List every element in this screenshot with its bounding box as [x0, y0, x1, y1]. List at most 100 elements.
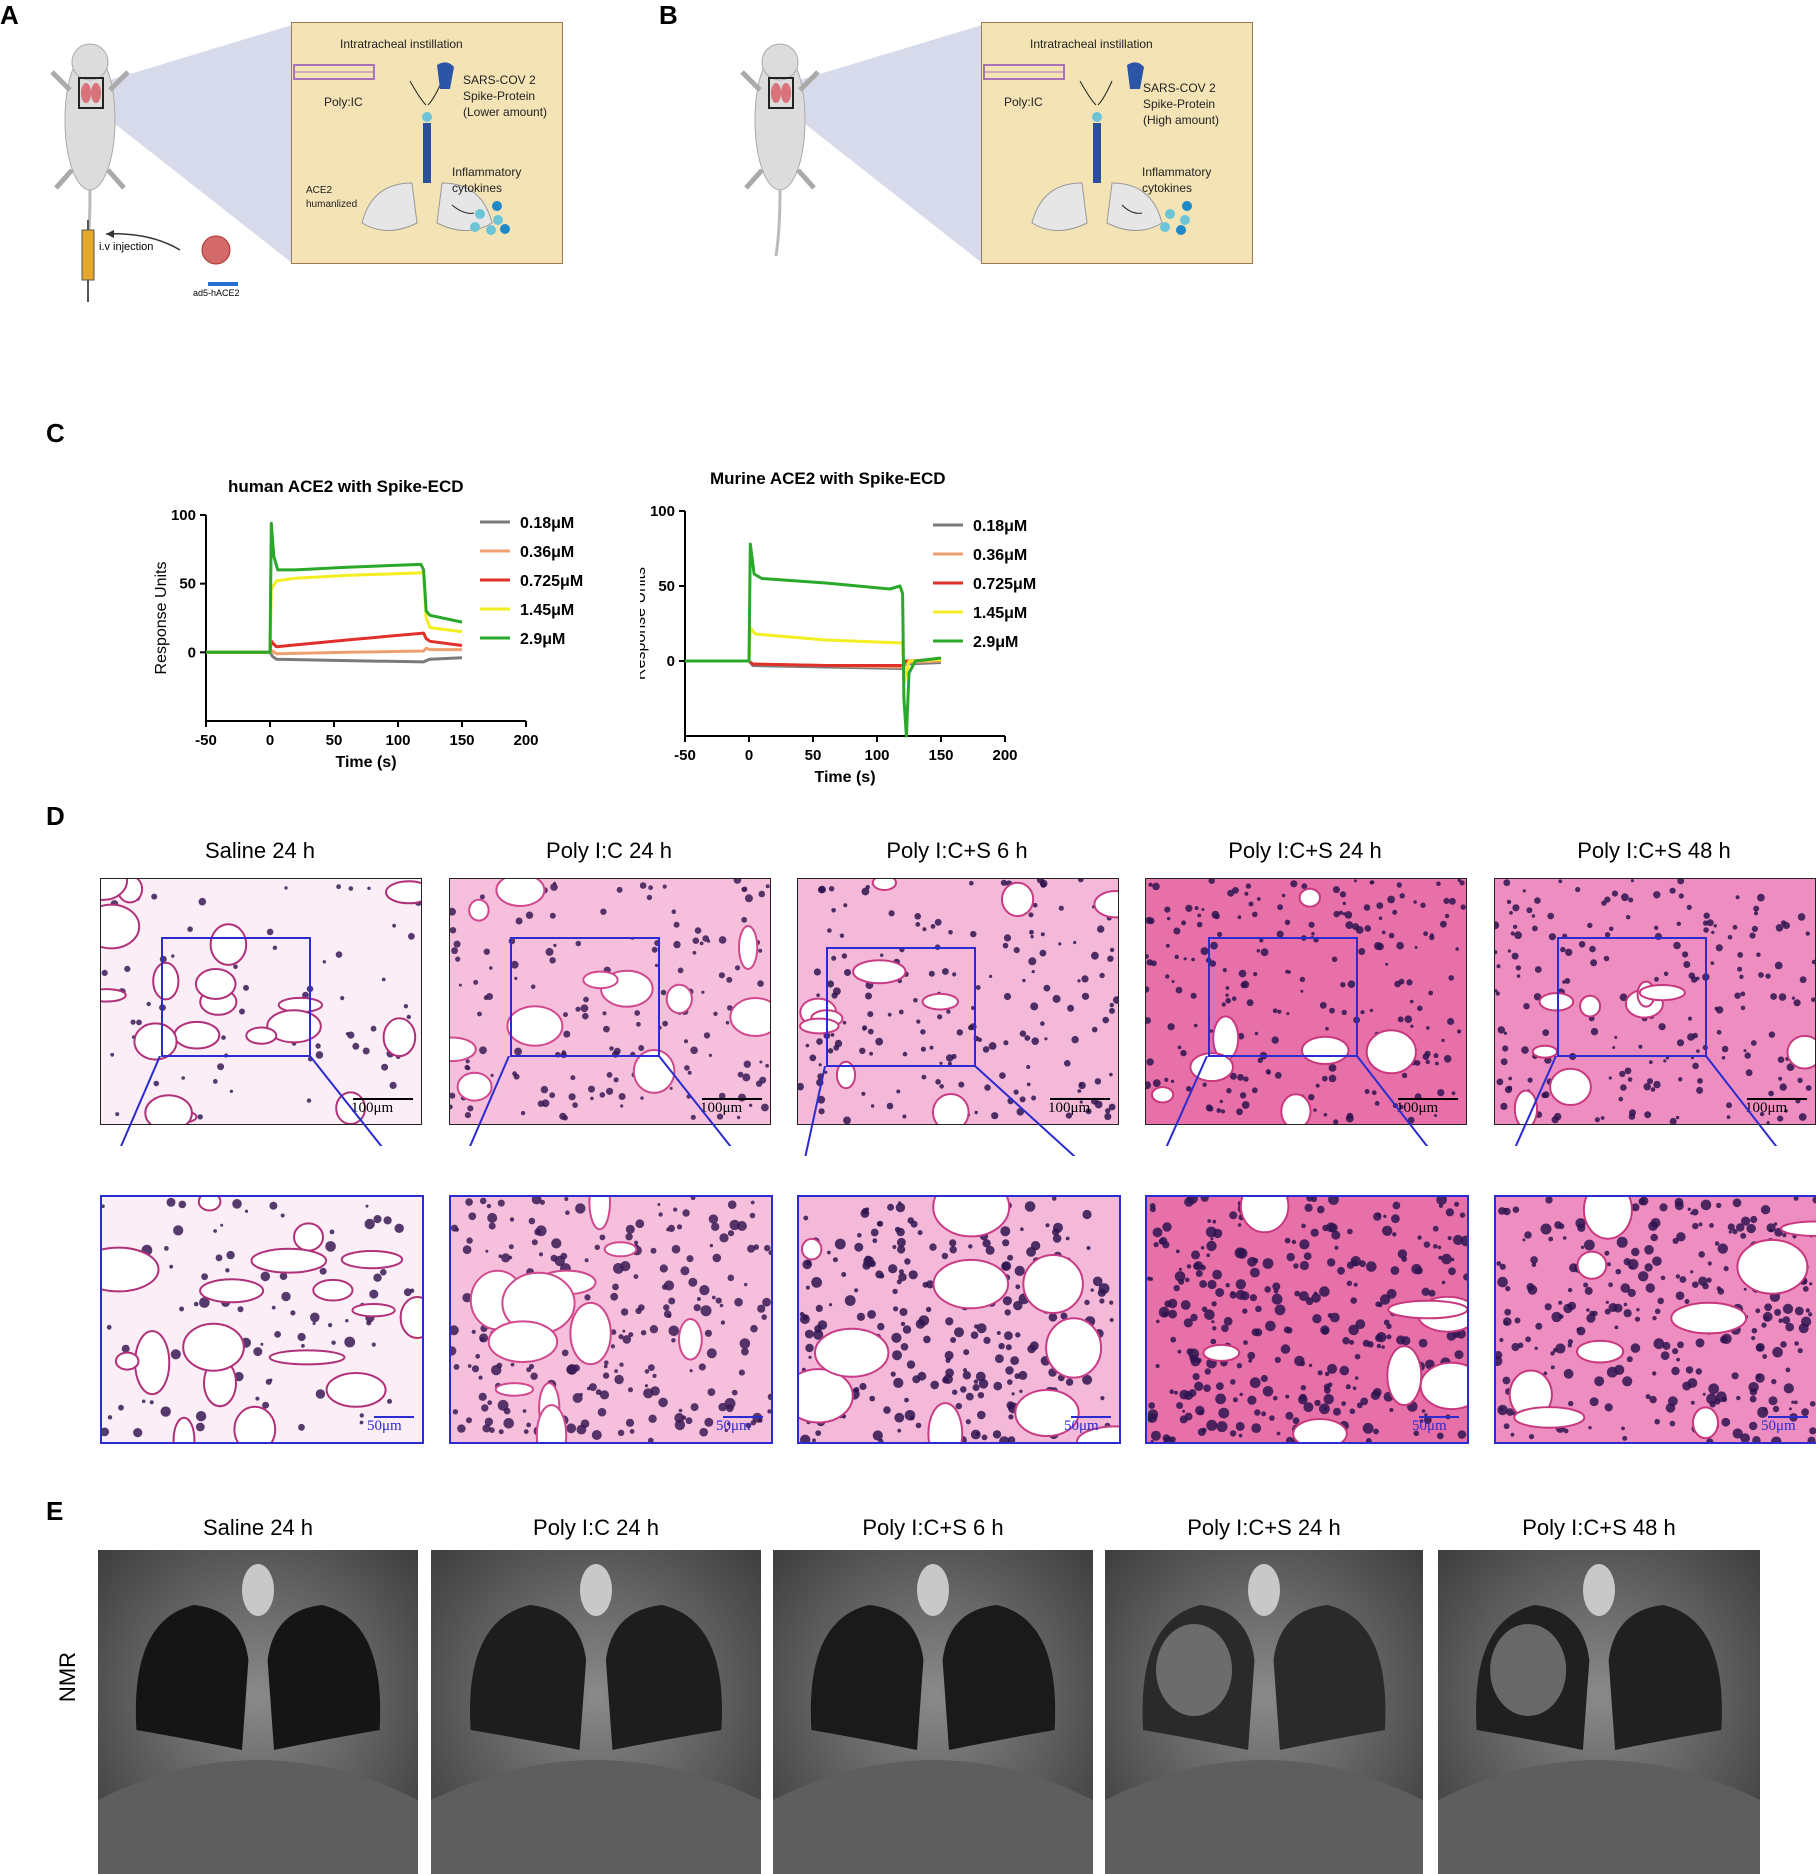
histology-image-overview: 100μm	[797, 878, 1119, 1125]
legend-label: 2.9μM	[520, 631, 565, 648]
x-tick-label: 50	[805, 747, 822, 764]
chart-svg: -50 0 50 100 150 200 0 50 100 Time (s) Response Un…	[153, 507, 583, 771]
scale-bar-label: 50μm	[1761, 1418, 1796, 1434]
schematic-b-box: Intratracheal instillation Poly:IC SARS-…	[981, 22, 1253, 264]
mouse-icon	[50, 25, 292, 302]
schematic-b-title: Intratracheal instillation	[1030, 37, 1153, 51]
schematic-b-cyto-2: cytokines	[1142, 181, 1193, 195]
injection-label: i.v injection	[99, 241, 154, 253]
legend-label: 0.36μM	[520, 544, 574, 561]
x-tick-label: 50	[326, 732, 343, 749]
legend-label: 0.725μM	[973, 576, 1036, 593]
legend-label: 0.725μM	[520, 573, 583, 590]
schematic-b: Intratracheal instillation Poly:IC SARS-…	[720, 20, 1260, 310]
zoom-connector	[1514, 1056, 1778, 1146]
histology-image-zoom: 50μm	[449, 1195, 773, 1444]
schematic-b-spike-2: Spike-Protein	[1143, 97, 1216, 111]
zoom-region-box	[826, 947, 976, 1067]
lung-icon	[983, 62, 1192, 235]
schematic-a-ace2-2: humanlized	[306, 199, 358, 210]
histology-image-zoom: 50μm	[100, 1195, 424, 1444]
chart-svg: -50 0 50 100 150 200 0 50 100 Time (s) Response Un…	[640, 503, 1036, 786]
y-tick-label: 50	[658, 578, 675, 595]
panel-label-b: B	[659, 0, 678, 30]
y-tick-label: 50	[179, 576, 196, 593]
schematic-a-ace2-1: ACE2	[306, 185, 333, 196]
scale-bar	[374, 1416, 414, 1418]
panel-label-e: E	[46, 1496, 64, 1526]
nmr-axis-label-wrap: NMR	[48, 1624, 88, 1734]
y-tick-label: 0	[188, 644, 196, 661]
nmr-image	[98, 1550, 418, 1874]
nmr-title: Poly I:C+S 48 h	[1522, 1515, 1676, 1540]
x-tick-label: 150	[449, 732, 474, 749]
nmr-title: Poly I:C+S 6 h	[862, 1515, 1004, 1540]
histology-title: Saline 24 h	[204, 838, 316, 863]
nmr-axis-label: NMR	[55, 1651, 80, 1703]
series-line	[206, 650, 463, 664]
chart-human-ace2: human ACE2 with Spike-ECD -50 0 50 100 150 20…	[150, 470, 600, 790]
mouse-icon	[740, 25, 982, 263]
x-axis-label: Time (s)	[814, 769, 875, 786]
scale-bar	[1071, 1416, 1111, 1418]
histology-title: Poly I:C+S 6 h	[886, 838, 1028, 863]
x-tick-label: 0	[745, 747, 753, 764]
series-line	[685, 542, 942, 738]
x-tick-label: 100	[385, 732, 410, 749]
zoom-region-box	[1208, 937, 1358, 1057]
x-axis-label: Time (s)	[335, 754, 396, 771]
legend-label: 1.45μM	[973, 605, 1027, 622]
schematic-a-spike-2: Spike-Protein	[463, 89, 536, 103]
zoom-connector	[120, 1056, 383, 1146]
schematic-b-cyto-1: Inflammatory	[1142, 165, 1212, 179]
schematic-a-spike-3: (Lower amount)	[463, 105, 548, 119]
y-axis-label: Response Units	[640, 567, 649, 680]
scale-bar	[1398, 1098, 1458, 1100]
histology-title: Poly I:C 24 h	[546, 838, 672, 863]
schematic-a: i.v injection ad5-hACE2 Intratracheal in…	[30, 20, 570, 310]
scale-bar-label: 50μm	[367, 1418, 402, 1434]
panel-label-a: A	[0, 0, 19, 30]
scale-bar-label: 100μm	[1048, 1100, 1091, 1116]
legend-label: 2.9μM	[973, 634, 1018, 651]
scale-bar	[723, 1416, 763, 1418]
scale-bar-label: 100μm	[1745, 1100, 1788, 1116]
panel-label-d: D	[46, 801, 65, 831]
scale-bar	[1768, 1416, 1808, 1418]
schematic-a-polyic: Poly:IC	[324, 95, 363, 109]
x-tick-label: 0	[266, 732, 274, 749]
vector-label: ad5-hACE2	[193, 288, 240, 298]
nmr-title: Poly I:C 24 h	[533, 1515, 659, 1540]
y-tick-label: 100	[650, 503, 675, 520]
scale-bar	[353, 1098, 413, 1100]
scale-bar-label: 50μm	[1412, 1418, 1447, 1434]
legend-label: 1.45μM	[520, 602, 574, 619]
zoom-connector	[1165, 1056, 1429, 1146]
x-tick-label: 150	[928, 747, 953, 764]
zoom-connector	[469, 1056, 732, 1146]
schematic-b-spike-3: (High amount)	[1143, 113, 1220, 127]
histology-image-overview: 100μm	[449, 878, 771, 1125]
nmr-title: Poly I:C+S 24 h	[1187, 1515, 1341, 1540]
schematic-a-box: Intratracheal instillation Poly:IC SARS-…	[291, 22, 563, 264]
histology-image-zoom: 50μm	[1494, 1195, 1816, 1444]
series-line	[206, 521, 463, 654]
nmr-image	[1105, 1550, 1423, 1874]
histology-image-overview: 100μm	[100, 878, 422, 1125]
scale-bar-label: 100μm	[1396, 1100, 1439, 1116]
scale-bar	[1747, 1098, 1807, 1100]
histology-title: Poly I:C+S 48 h	[1577, 838, 1731, 863]
legend-label: 0.36μM	[973, 547, 1027, 564]
schematic-b-polyic: Poly:IC	[1004, 95, 1043, 109]
schematic-a-cyto-2: cytokines	[452, 181, 503, 195]
histology-title: Poly I:C+S 24 h	[1228, 838, 1382, 863]
histology-image-zoom: 50μm	[797, 1195, 1121, 1444]
scale-bar-label: 50μm	[716, 1418, 751, 1434]
zoom-connector	[804, 1066, 1076, 1156]
scale-bar-label: 50μm	[1064, 1418, 1099, 1434]
schematic-b-spike-1: SARS-COV 2	[1143, 81, 1216, 95]
x-tick-label: 200	[513, 732, 538, 749]
y-axis-label: Response Units	[153, 562, 170, 675]
scale-bar	[1419, 1416, 1459, 1418]
lung-icon	[293, 62, 510, 235]
